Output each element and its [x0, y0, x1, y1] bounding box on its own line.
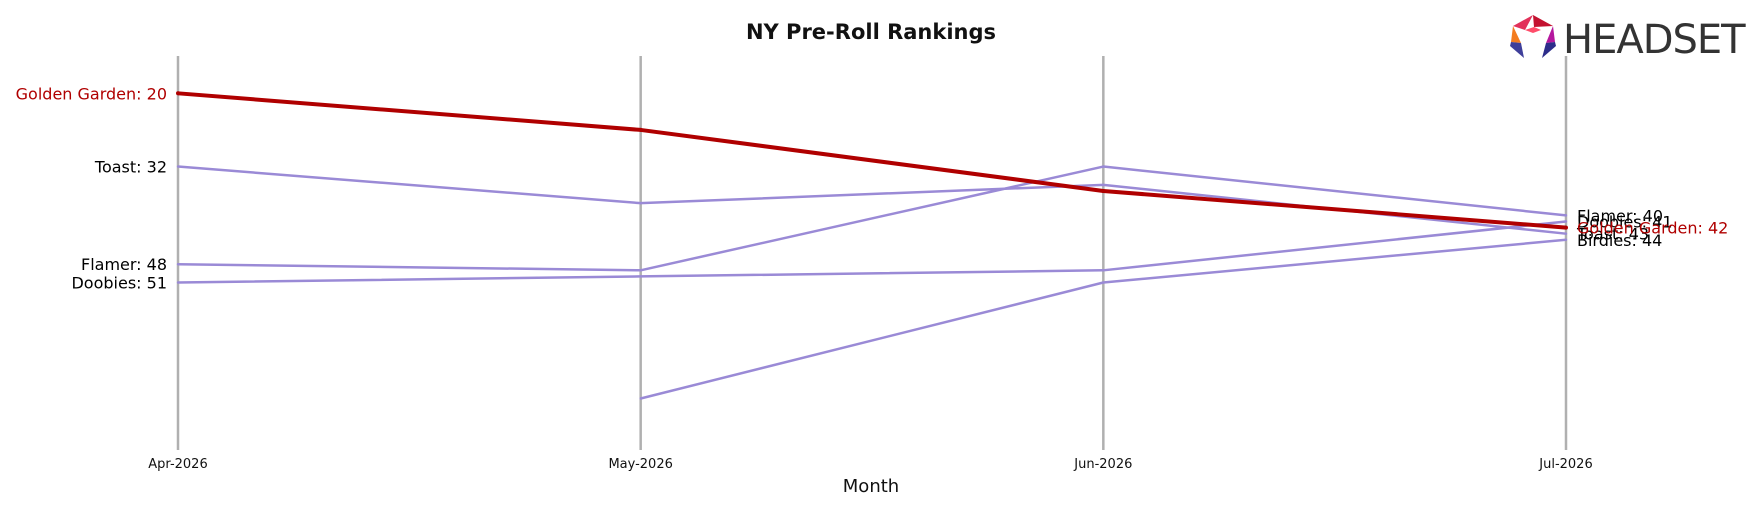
end-label-doobies: Doobies: 41: [1577, 212, 1673, 231]
series-line-doobies: [177, 220, 1567, 284]
series-line-flamer: [177, 165, 1567, 272]
grid-lines: [176, 56, 1568, 450]
headset-logo-text: HEADSET: [1563, 17, 1746, 63]
data-point-birdies-3: [1564, 238, 1568, 241]
series-lines: [176, 91, 1568, 400]
data-point-doobies-0: [176, 281, 180, 284]
data-point-toast-2: [1102, 183, 1105, 187]
data-point-flamer-2: [1102, 165, 1105, 168]
data-point-doobies-3: [1564, 220, 1568, 223]
end-label-toast: Toast: 43: [1576, 225, 1649, 244]
start-label-golden-garden: Golden Garden: 20: [16, 84, 167, 103]
data-point-golden-garden-3: [1564, 225, 1568, 230]
chart-title: NY Pre-Roll Rankings: [746, 20, 996, 44]
data-point-doobies-1: [639, 275, 642, 278]
data-point-flamer-3: [1564, 214, 1568, 217]
x-tick-jun-2026: Jun-2026: [1073, 457, 1132, 472]
start-label-toast: Toast: 32: [94, 158, 167, 177]
start-label-doobies: Doobies: 51: [71, 274, 167, 293]
series-line-golden-garden: [177, 91, 1567, 230]
data-point-doobies-2: [1102, 269, 1105, 272]
x-tick-apr-2026: Apr-2026: [148, 457, 207, 472]
start-label-flamer: Flamer: 48: [81, 255, 167, 274]
data-point-birdies-1: [639, 397, 642, 400]
x-tick-may-2026: May-2026: [608, 457, 672, 472]
end-label-flamer: Flamer: 40: [1577, 206, 1663, 225]
headset-logo: HEADSET: [1510, 15, 1747, 63]
x-axis-label: Month: [843, 476, 899, 497]
data-point-toast-1: [639, 201, 642, 205]
data-point-toast-3: [1564, 232, 1568, 235]
end-label-birdies: Birdies: 44: [1577, 231, 1662, 250]
headset-logo-mark: [1510, 15, 1556, 58]
data-point-golden-garden-2: [1101, 188, 1106, 193]
end-label-golden-garden: Golden Garden: 42: [1577, 219, 1728, 238]
data-point-golden-garden-1: [638, 127, 643, 132]
x-tick-jul-2026: Jul-2026: [1538, 457, 1592, 472]
data-point-toast-0: [176, 165, 180, 168]
data-point-flamer-0: [176, 263, 180, 266]
x-tick-labels: Apr-2026 May-2026 Jun-2026 Jul-2026: [148, 457, 1592, 472]
data-point-birdies-2: [1102, 281, 1105, 284]
data-point-golden-garden-0: [176, 91, 180, 96]
series-line-toast: [177, 165, 1567, 235]
data-point-flamer-1: [639, 269, 642, 272]
